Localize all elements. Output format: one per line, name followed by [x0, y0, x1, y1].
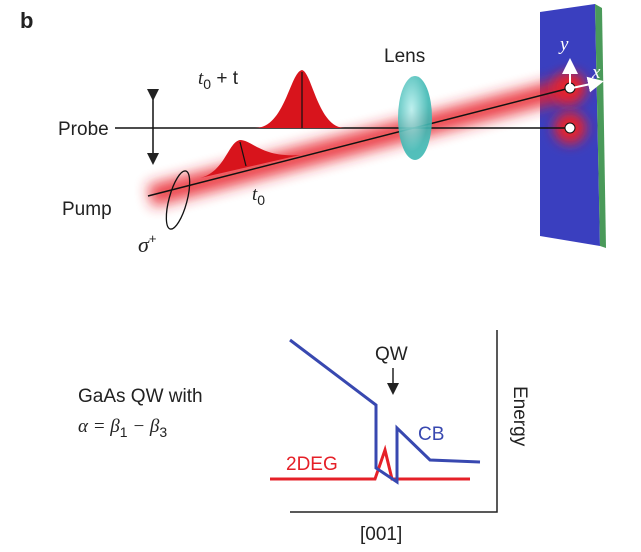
panel-label: b [20, 8, 33, 33]
superscript: + [149, 231, 157, 246]
pump-time: t0 [252, 184, 265, 208]
minus: − β [128, 416, 160, 437]
probe-label: Probe [58, 119, 109, 140]
lens-label: Lens [384, 46, 425, 67]
alpha: α = β [78, 416, 120, 437]
y-label: y [558, 34, 569, 55]
subscript: 0 [203, 76, 211, 92]
qw-label: QW [375, 344, 408, 365]
probe-spot [565, 123, 575, 133]
polarization-label: σ+ [138, 231, 156, 257]
sub1: 1 [120, 424, 128, 440]
caption-line2: α = β1 − β3 [78, 416, 167, 440]
lens [398, 76, 432, 160]
probe-delay: t0 + t [198, 68, 239, 92]
pump-label: Pump [62, 199, 112, 220]
sub2: 3 [159, 424, 167, 440]
x-label: x [591, 62, 601, 83]
caption-line1: GaAs QW with [78, 386, 203, 407]
pump-axis [148, 88, 570, 196]
figure: b y x Probe Pump Lens t0 + t t0 σ+ QW Ga… [0, 0, 641, 552]
2deg-label: 2DEG [286, 454, 338, 475]
suffix: + t [211, 68, 239, 89]
subscript: 0 [257, 192, 265, 208]
cb-label: CB [418, 424, 444, 445]
direction-label: [001] [360, 524, 402, 545]
energy-label: Energy [509, 386, 530, 447]
